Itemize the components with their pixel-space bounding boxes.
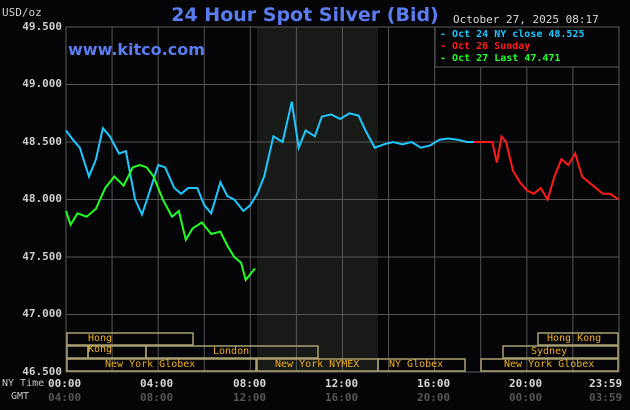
x-tick-ny: 16:00 bbox=[417, 377, 451, 390]
legend-label: Oct 26 Sunday bbox=[452, 41, 531, 52]
y-axis-unit: USD/oz bbox=[2, 6, 42, 19]
session-hong-kong-2 bbox=[537, 332, 619, 346]
legend-item-oct27: - Oct 27 Last 47.471 bbox=[440, 53, 561, 64]
x-tick-gmt: 16:00 bbox=[325, 391, 359, 404]
x-tick-ny: 20:00 bbox=[509, 377, 543, 390]
site-watermark: www.kitco.com bbox=[68, 40, 205, 59]
legend-box bbox=[434, 26, 620, 68]
session-london bbox=[145, 345, 319, 359]
x-tick-gmt: 03:59 bbox=[589, 391, 623, 404]
x-tick-gmt: 20:00 bbox=[417, 391, 451, 404]
y-tick: 47.500 bbox=[22, 250, 62, 263]
y-tick: 48.000 bbox=[22, 192, 62, 205]
series-line bbox=[65, 101, 474, 218]
session-label: London bbox=[213, 346, 250, 357]
legend-label: Oct 27 Last 47.471 bbox=[452, 53, 561, 64]
gridlines bbox=[66, 27, 619, 372]
gmt-label: GMT bbox=[11, 391, 30, 402]
session-bars bbox=[66, 332, 619, 372]
legend-label: Oct 24 NY close 48.525 bbox=[452, 29, 585, 40]
x-tick-gmt: 08:00 bbox=[140, 391, 174, 404]
chart-title-text: 24 Hour Spot Silver (Bid) bbox=[171, 4, 439, 26]
session-label: Hong Kong bbox=[547, 333, 602, 344]
session-sydney bbox=[502, 345, 619, 359]
x-tick-ny: 08:00 bbox=[233, 377, 267, 390]
y-tick: 49.500 bbox=[22, 20, 62, 33]
legend-item-oct26: - Oct 26 Sunday bbox=[440, 41, 531, 52]
y-tick: 46.500 bbox=[22, 365, 62, 378]
session-label: New York NYMEX bbox=[275, 359, 360, 370]
series-line bbox=[65, 163, 256, 283]
timestamp: October 27, 2025 08:17 bbox=[453, 13, 599, 26]
session-ny-globex-2 bbox=[377, 358, 466, 372]
plot-border bbox=[65, 26, 620, 373]
legend-item-oct24: - Oct 24 NY close 48.525 bbox=[440, 29, 585, 40]
x-tick-gmt: 04:00 bbox=[48, 391, 82, 404]
session-ny-globex-1 bbox=[66, 358, 257, 372]
session-label: NY Globex bbox=[389, 359, 444, 370]
session-ny-globex-3 bbox=[480, 358, 619, 372]
x-tick-ny: 00:00 bbox=[48, 377, 82, 390]
y-tick: 47.000 bbox=[22, 307, 62, 320]
session-label: Hong Kong bbox=[88, 333, 113, 355]
x-tick-ny: 12:00 bbox=[325, 377, 359, 390]
session-label: Sydney bbox=[531, 346, 568, 357]
x-tick-gmt: 12:00 bbox=[233, 391, 267, 404]
x-tick-ny: 04:00 bbox=[140, 377, 174, 390]
x-tick-gmt: 00:00 bbox=[509, 391, 543, 404]
ny-time-label: NY Time bbox=[2, 378, 45, 389]
session-label: New York Globex bbox=[504, 359, 595, 370]
session-hong-kong-1 bbox=[66, 332, 194, 346]
y-tick: 49.000 bbox=[22, 77, 62, 90]
session-label: New York Globex bbox=[105, 359, 196, 370]
series-line bbox=[473, 133, 620, 202]
x-tick-ny: 23:59 bbox=[589, 377, 623, 390]
chart-title: 24 Hour Spot Silver (Bid) bbox=[0, 4, 630, 26]
y-tick: 48.500 bbox=[22, 135, 62, 148]
price-lines bbox=[65, 101, 620, 283]
